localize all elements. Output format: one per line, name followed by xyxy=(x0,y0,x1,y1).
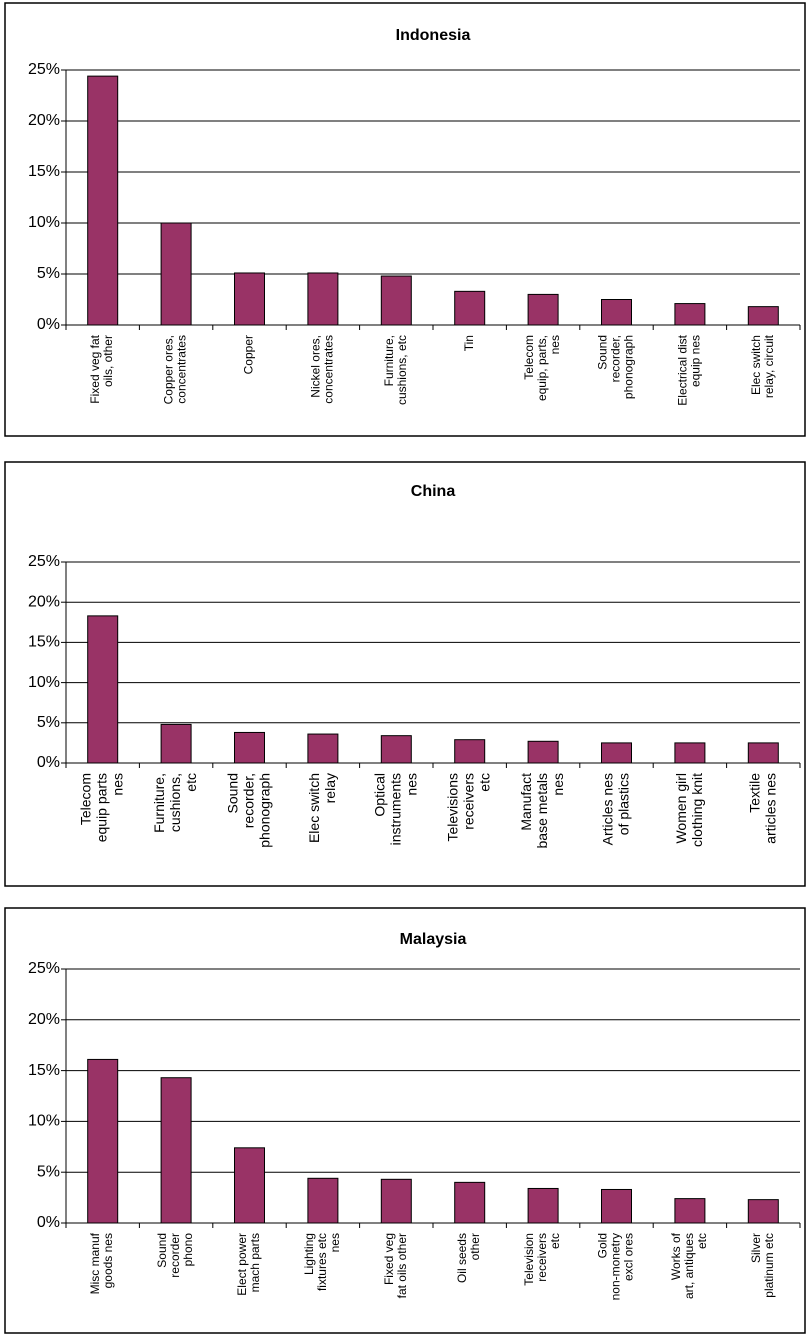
x-tick-label: Lightingfixtures etcnes xyxy=(302,1233,342,1291)
y-tick-label: 25% xyxy=(28,61,60,78)
x-tick-label: Telecomequip partsnes xyxy=(77,773,125,842)
x-tick-label: Oil seedsother xyxy=(455,1233,482,1283)
x-tick-label: Elec switchrelay, circuit xyxy=(749,334,776,398)
y-tick-label: 15% xyxy=(28,634,60,651)
x-tick-label: Opticalinstrumentsnes xyxy=(371,773,419,845)
y-tick-label: 0% xyxy=(37,1214,60,1231)
x-tick-label: Goldnon-monetryexcl ores xyxy=(596,1233,636,1300)
bar xyxy=(674,742,706,764)
chart-title: China xyxy=(411,483,456,500)
bar xyxy=(674,1198,706,1224)
x-tick-label: Soundrecorder,phonograph xyxy=(596,335,636,399)
x-tick-label: Televisionsreceiversetc xyxy=(444,773,492,841)
bar xyxy=(674,303,706,326)
x-tick-label: Soundrecorder,phonograph xyxy=(224,773,272,848)
bar xyxy=(234,272,265,326)
bar xyxy=(601,299,632,326)
bar xyxy=(601,742,632,764)
bar xyxy=(601,1188,632,1224)
bar xyxy=(234,731,265,764)
y-tick-label: 0% xyxy=(37,754,60,771)
x-tick-label: Silverplatinum etc xyxy=(749,1233,776,1298)
bar xyxy=(527,1187,559,1224)
y-tick-label: 0% xyxy=(37,316,60,333)
chart-frame xyxy=(4,2,806,437)
chart-title: Indonesia xyxy=(396,27,471,44)
x-tick-label: Manufactbase metalsnes xyxy=(518,773,566,849)
x-tick-label: Women girlclothing knit xyxy=(673,773,705,847)
y-tick-label: 15% xyxy=(28,163,60,180)
x-tick-label: Tin xyxy=(462,335,476,351)
bar xyxy=(454,1181,486,1224)
chart-frame xyxy=(4,461,806,887)
x-tick-label: Elec switchrelay xyxy=(306,773,338,843)
bar xyxy=(307,272,339,326)
bar xyxy=(380,735,412,764)
y-tick-label: 20% xyxy=(28,1011,60,1028)
bar xyxy=(87,75,119,326)
y-tick-label: 20% xyxy=(28,593,60,610)
bar xyxy=(160,222,192,326)
bar xyxy=(454,290,486,326)
y-tick-label: 25% xyxy=(28,960,60,977)
bar xyxy=(160,1077,192,1224)
bar xyxy=(87,1058,119,1224)
y-tick-label: 15% xyxy=(28,1062,60,1079)
bar xyxy=(307,1177,339,1224)
y-tick-label: 10% xyxy=(28,674,60,691)
bar xyxy=(160,723,192,764)
bar xyxy=(527,293,559,326)
x-tick-label: Copper ores,concentrates xyxy=(162,335,189,404)
chart-frame xyxy=(4,907,806,1334)
x-tick-label: Fixed veg fatoils, other xyxy=(88,334,115,403)
bar xyxy=(747,1199,779,1224)
bar xyxy=(307,733,339,764)
x-tick-label: Misc manufgoods nes xyxy=(88,1232,115,1294)
x-tick-label: Elect powermach parts xyxy=(235,1233,262,1296)
bar xyxy=(454,739,486,764)
bar xyxy=(747,306,779,326)
x-tick-label: Copper xyxy=(242,335,256,374)
y-tick-label: 5% xyxy=(37,265,60,282)
y-tick-label: 5% xyxy=(37,1163,60,1180)
chart-title: Malaysia xyxy=(400,931,467,948)
bar xyxy=(527,740,559,764)
bar xyxy=(87,615,119,764)
x-tick-label: Electrical distequip nes xyxy=(676,334,703,405)
y-tick-label: 5% xyxy=(37,714,60,731)
x-tick-label: Articles nesof plastics xyxy=(599,773,631,845)
x-tick-label: Nickel ores,concentrates xyxy=(309,335,336,404)
x-tick-label: Textilearticles nes xyxy=(746,773,778,844)
bar xyxy=(380,275,412,326)
x-tick-label: Televisionreceiversetc xyxy=(522,1233,562,1286)
y-tick-label: 20% xyxy=(28,112,60,129)
x-tick-label: Fixed vegfat oils other xyxy=(382,1233,409,1298)
x-tick-label: Telecomequip, parts,nes xyxy=(522,335,562,401)
y-tick-label: 25% xyxy=(28,553,60,570)
x-tick-label: Soundrecorderphono xyxy=(155,1233,195,1278)
bar xyxy=(234,1147,265,1224)
bar xyxy=(747,742,779,764)
y-tick-label: 10% xyxy=(28,214,60,231)
x-tick-label: Furniture,cushions,etc xyxy=(151,773,199,833)
x-tick-label: Works ofart, antiquesetc xyxy=(669,1232,709,1299)
bar xyxy=(380,1178,412,1224)
y-tick-label: 10% xyxy=(28,1113,60,1130)
x-tick-label: Furniture,cushions, etc xyxy=(382,335,409,405)
